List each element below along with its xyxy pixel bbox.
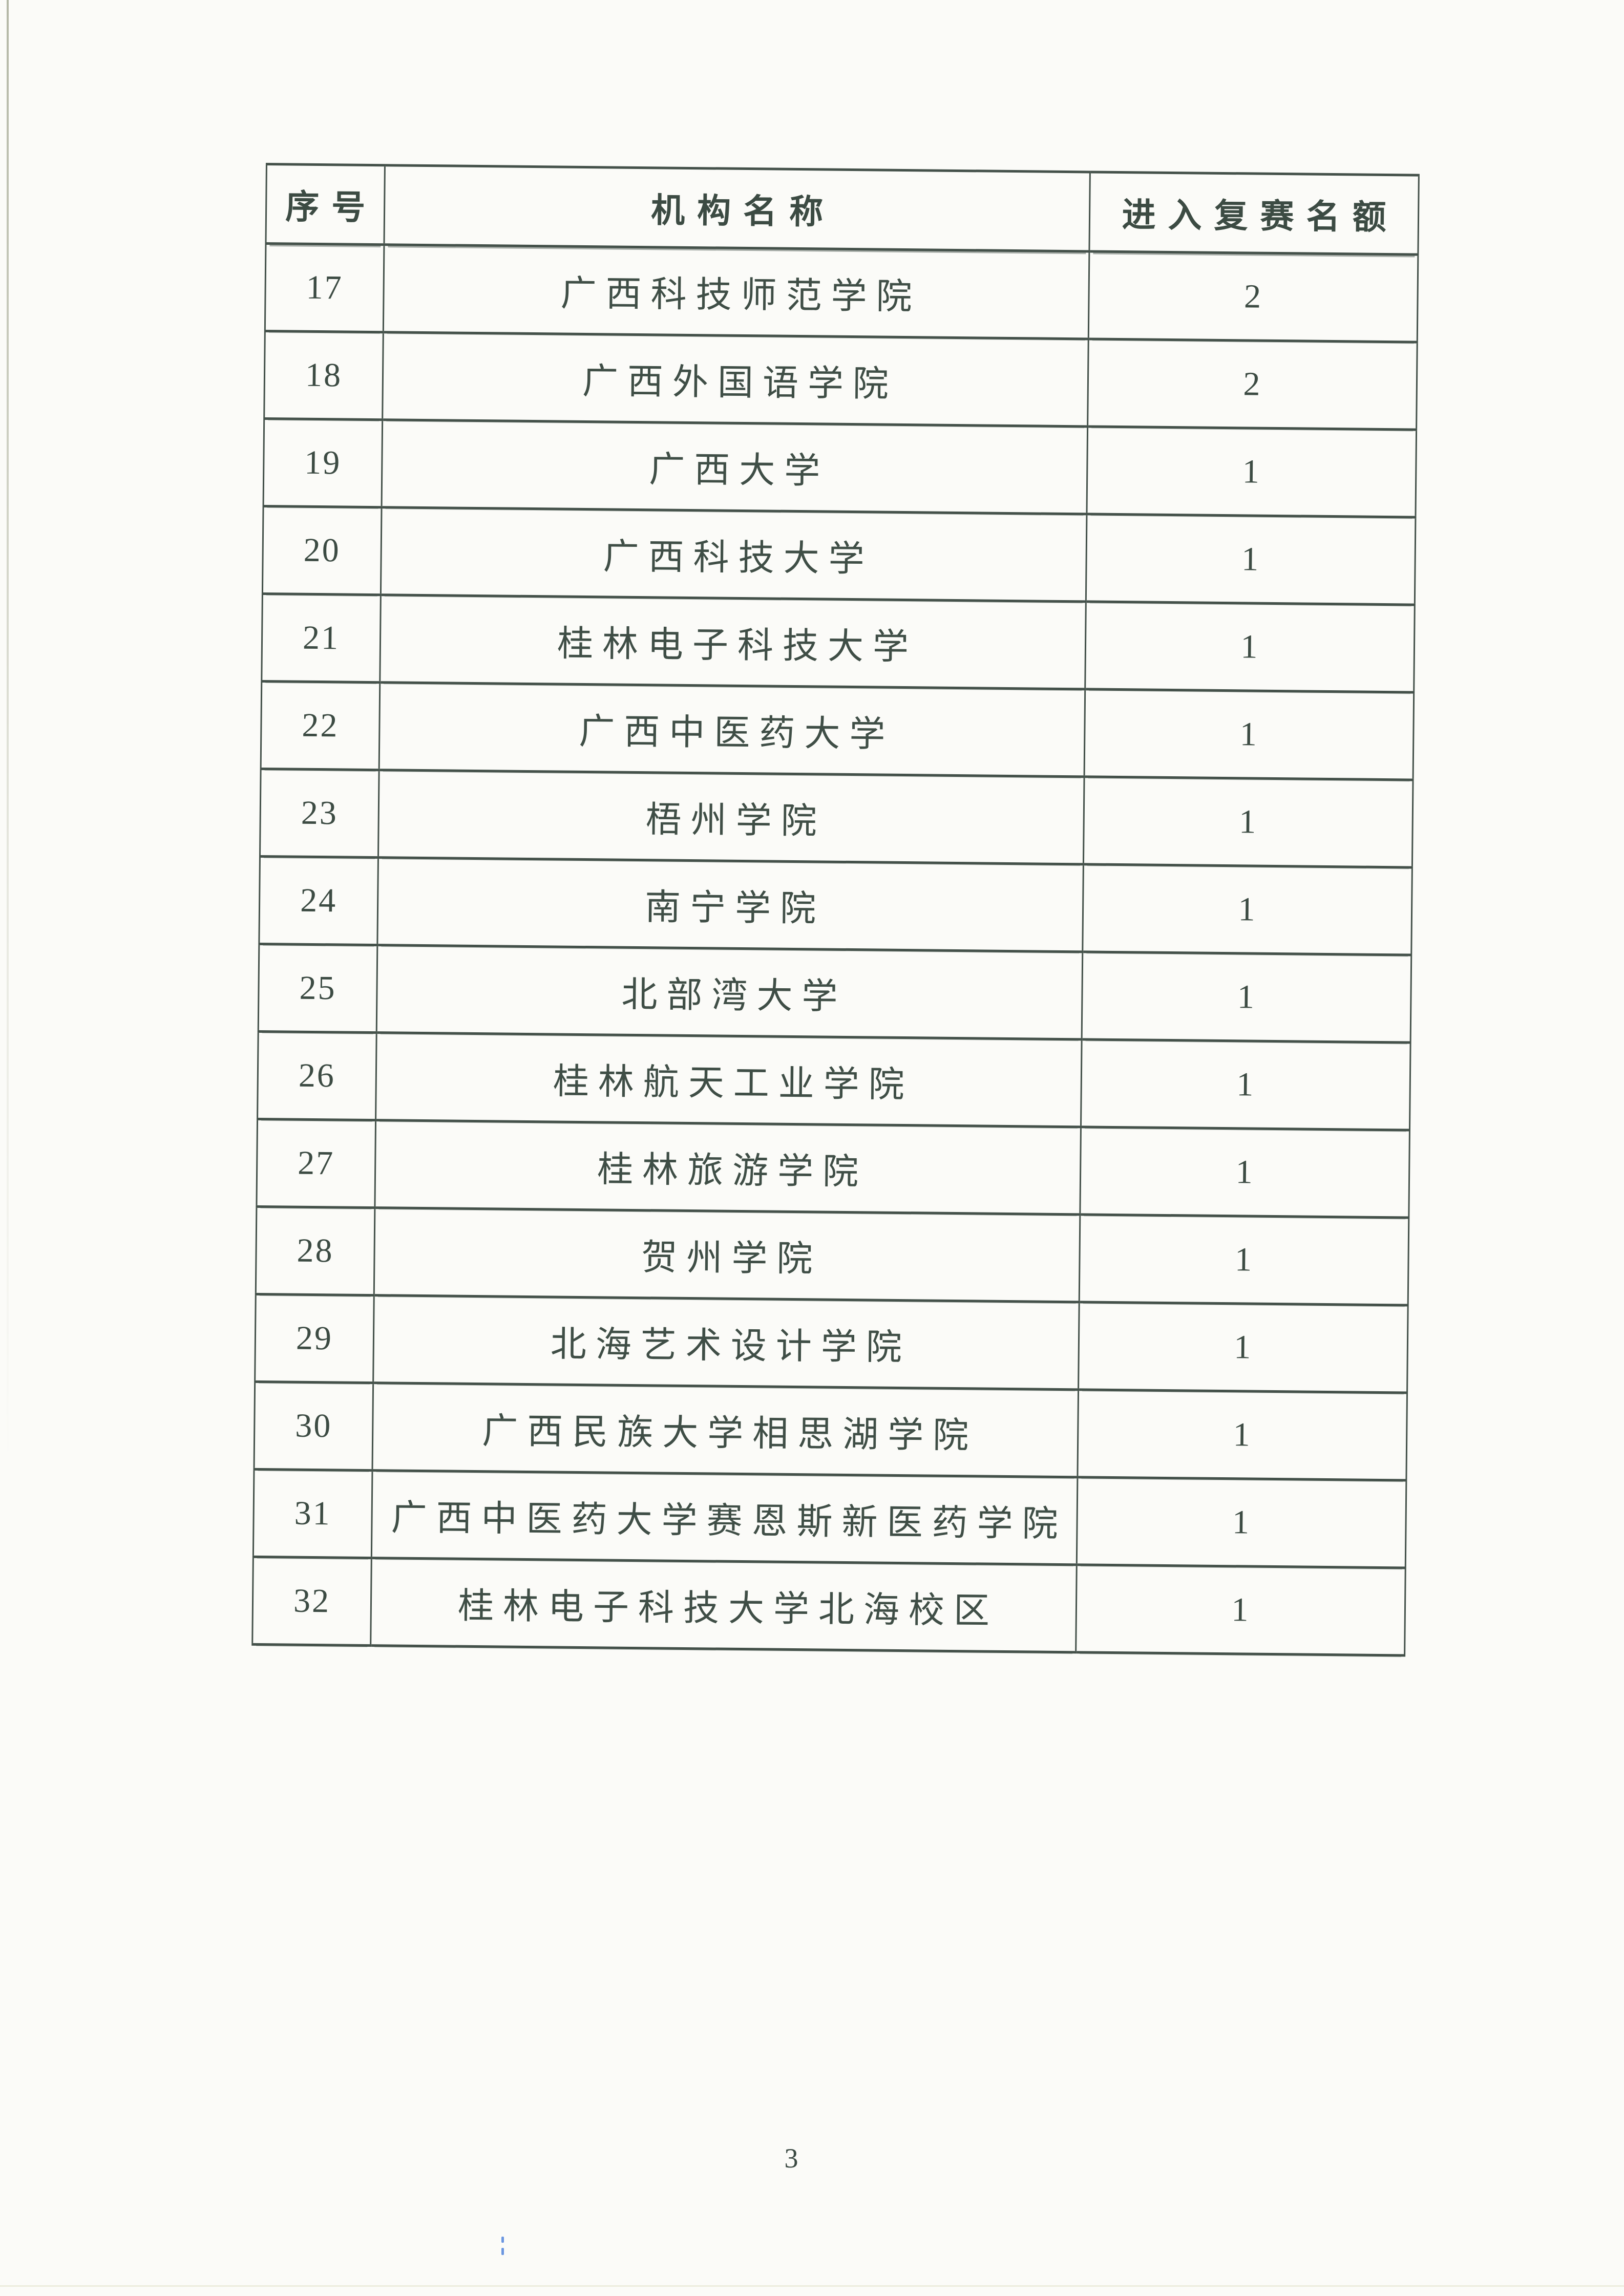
serial-number-cell: 27 [256, 1119, 376, 1208]
table-row: 28 贺州学院 1 [256, 1206, 1409, 1306]
quota-table: 序号 机构名称 进入复赛名额 17 广西科技师范学院 2 18 广西外国语学院 2 19 广西… [251, 163, 1420, 1656]
scan-artifact-left-line [7, 0, 9, 1464]
quota-cell: 1 [1083, 776, 1414, 868]
table-row: 19 广西大学 1 [263, 418, 1417, 518]
serial-number-cell: 23 [260, 769, 379, 858]
institution-name-cell: 梧州学院 [378, 770, 1085, 864]
quota-cell: 2 [1087, 338, 1418, 430]
serial-number-cell: 20 [262, 506, 382, 595]
serial-number-cell: 22 [261, 681, 380, 770]
quota-cell: 1 [1084, 689, 1414, 780]
institution-name-cell: 广西外国语学院 [382, 332, 1089, 427]
institution-name-cell: 广西科技大学 [381, 507, 1087, 602]
quota-cell: 1 [1086, 426, 1417, 518]
institution-name-cell: 桂林电子科技大学 [379, 594, 1086, 689]
table-row: 30 广西民族大学相思湖学院 1 [254, 1381, 1407, 1480]
quota-cell: 1 [1075, 1564, 1406, 1655]
header-institution-name: 机构名称 [384, 165, 1090, 251]
institution-name-cell: 桂林旅游学院 [374, 1120, 1081, 1215]
institution-name-cell: 广西科技师范学院 [383, 244, 1089, 339]
table-row: 27 桂林旅游学院 1 [256, 1119, 1410, 1218]
institution-name-cell: 北部湾大学 [376, 945, 1083, 1039]
quota-cell: 2 [1088, 251, 1418, 343]
quota-cell: 1 [1077, 1389, 1407, 1480]
serial-number-cell: 30 [254, 1381, 373, 1471]
table-row: 23 梧州学院 1 [260, 769, 1414, 868]
institution-name-cell: 北海艺术设计学院 [373, 1295, 1080, 1390]
table-row: 17 广西科技师范学院 2 [265, 243, 1418, 343]
table-row: 21 桂林电子科技大学 1 [261, 593, 1415, 693]
serial-number-cell: 21 [261, 593, 381, 683]
quota-cell: 1 [1086, 514, 1416, 605]
institution-name-cell: 广西大学 [382, 419, 1088, 514]
quota-cell: 1 [1078, 1302, 1408, 1393]
institution-name-cell: 广西中医药大学赛恩斯新医药学院 [371, 1470, 1078, 1565]
scan-artifact-bottom-line [0, 2285, 1624, 2287]
quota-cell: 1 [1082, 864, 1412, 955]
quota-cell: 1 [1080, 1126, 1410, 1218]
serial-number-cell: 26 [257, 1031, 377, 1120]
serial-number-cell: 28 [256, 1206, 375, 1295]
table-body: 17 广西科技师范学院 2 18 广西外国语学院 2 19 广西大学 1 20 广西科技大学 1 21 桂… [252, 243, 1418, 1655]
table-row: 32 桂林电子科技大学北海校区 1 [252, 1557, 1406, 1655]
table-row: 31 广西中医药大学赛恩斯新医药学院 1 [253, 1469, 1406, 1568]
table-row: 18 广西外国语学院 2 [264, 331, 1418, 430]
institution-name-cell: 广西中医药大学 [379, 682, 1085, 777]
serial-number-cell: 25 [258, 944, 377, 1033]
quota-cell: 1 [1082, 951, 1411, 1043]
serial-number-cell: 24 [259, 856, 378, 945]
serial-number-cell: 29 [255, 1294, 374, 1383]
serial-number-cell: 19 [263, 418, 383, 507]
institution-name-cell: 贺州学院 [374, 1207, 1080, 1302]
institution-name-cell: 南宁学院 [377, 857, 1084, 952]
institution-name-cell: 桂林航天工业学院 [375, 1032, 1082, 1127]
table-header-row: 序号 机构名称 进入复赛名额 [265, 164, 1419, 255]
header-semifinal-quota: 进入复赛名额 [1089, 172, 1419, 255]
table-row: 24 南宁学院 1 [259, 856, 1412, 955]
table-row: 25 北部湾大学 1 [258, 944, 1411, 1043]
quota-cell: 1 [1079, 1214, 1409, 1306]
serial-number-cell: 17 [265, 243, 384, 332]
quota-cell: 1 [1085, 601, 1415, 693]
table-row: 29 北海艺术设计学院 1 [255, 1294, 1408, 1393]
page-number: 3 [784, 2143, 798, 2174]
header-serial-number: 序号 [265, 164, 385, 245]
serial-number-cell: 31 [253, 1469, 372, 1558]
quota-cell: 1 [1077, 1477, 1406, 1568]
institution-name-cell: 广西民族大学相思湖学院 [372, 1383, 1079, 1477]
table-row: 22 广西中医药大学 1 [261, 681, 1414, 780]
table-row: 26 桂林航天工业学院 1 [257, 1031, 1411, 1131]
scan-artifact-speck [501, 2237, 504, 2256]
table-row: 20 广西科技大学 1 [262, 506, 1416, 605]
institution-name-cell: 桂林电子科技大学北海校区 [370, 1558, 1077, 1652]
serial-number-cell: 32 [252, 1557, 372, 1646]
quota-cell: 1 [1081, 1039, 1411, 1131]
serial-number-cell: 18 [264, 331, 384, 420]
